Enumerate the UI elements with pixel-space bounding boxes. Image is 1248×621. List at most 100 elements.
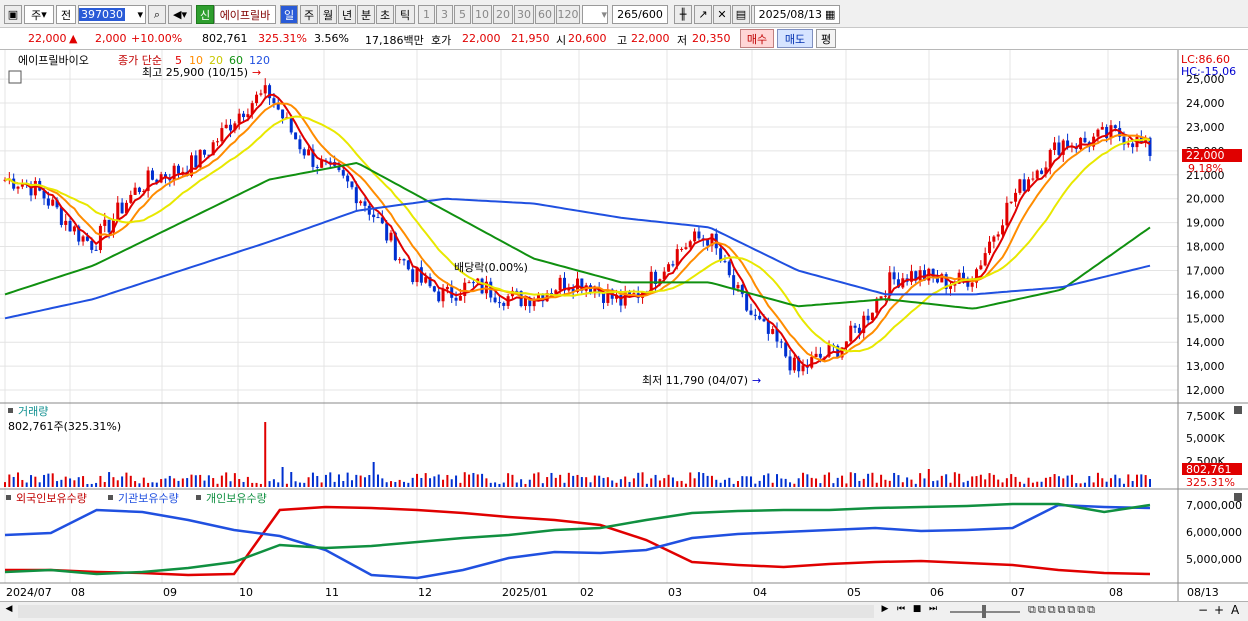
volume-bar (398, 479, 401, 487)
period-tick-tab[interactable]: 틱 (395, 5, 415, 24)
candle-body (1118, 128, 1122, 137)
jeon-select[interactable]: 전 (56, 5, 76, 24)
volume-bar (632, 478, 635, 487)
volume-bar (767, 473, 770, 487)
volume-bar (290, 472, 293, 487)
candle-body (758, 315, 762, 320)
num-30-button[interactable]: 30 (514, 5, 534, 24)
change-pct: +10.00% (131, 32, 183, 45)
zoom-in-button[interactable]: + (1214, 603, 1225, 617)
chevron-down-icon[interactable]: ▾ (137, 8, 143, 21)
candle-body (775, 329, 779, 342)
scroll-right-button[interactable]: ▶ (881, 604, 889, 614)
num-3-button[interactable]: 3 (436, 5, 453, 24)
period-week-tab[interactable]: 주 (300, 5, 318, 24)
font-size-button[interactable]: A (1231, 603, 1240, 617)
volume-bar (511, 474, 514, 487)
stock-name-field[interactable]: 에이프릴바 (214, 5, 276, 24)
candle-body (467, 282, 471, 284)
num-120-button[interactable]: 120 (556, 5, 580, 24)
num-10-button[interactable]: 10 (472, 5, 492, 24)
speaker-icon[interactable]: ◀▾ (168, 5, 192, 24)
window-icon[interactable]: ▣ (4, 5, 22, 24)
candle-body (1027, 179, 1031, 191)
volume-bar (689, 472, 692, 487)
candle-body (172, 165, 176, 181)
volume-bar (710, 475, 713, 487)
candle-body (1066, 140, 1070, 148)
volume-bar (151, 482, 154, 487)
stop-button[interactable]: ■ (912, 604, 922, 614)
zoom-slider-handle[interactable] (982, 605, 986, 618)
candle-type-icon[interactable]: ╫ (674, 5, 692, 24)
period-month-tab[interactable]: 월 (319, 5, 337, 24)
volume-bar (797, 478, 800, 487)
candle-body (289, 117, 293, 133)
chart-area[interactable]: 에이프릴바이오 종가 단순 5 10 20 60 120 최고 25,900 (… (0, 50, 1248, 603)
crosshair-icon[interactable]: ✕ (713, 5, 731, 24)
volume-bar (99, 475, 102, 487)
candle-body (111, 219, 115, 233)
candle-body (268, 85, 272, 99)
date-field[interactable]: 2025/08/13 ▦ (754, 5, 840, 24)
period-day-tab[interactable]: 일 (280, 5, 298, 24)
volume-panel-close-icon[interactable] (1234, 406, 1242, 414)
volume-bar (567, 472, 570, 487)
volume-bar (264, 422, 267, 487)
custom-period-select[interactable]: ▾ (582, 5, 608, 24)
volume-bar (849, 472, 852, 487)
num-20-button[interactable]: 20 (493, 5, 513, 24)
candle-body (189, 155, 193, 176)
candle-body (124, 202, 128, 214)
candle-body (129, 194, 133, 203)
rewind-button[interactable]: ⏮ (896, 604, 906, 614)
candle-body (497, 302, 501, 304)
candle-body (615, 294, 619, 299)
chart-settings-icon[interactable] (8, 70, 22, 84)
candle-body (103, 219, 107, 226)
num-5-button[interactable]: 5 (454, 5, 471, 24)
num-1-button[interactable]: 1 (418, 5, 435, 24)
price-tick-label: 19,000 (1186, 217, 1225, 230)
volume-bar (38, 482, 41, 487)
scroll-left-button[interactable]: ◀ (5, 604, 13, 614)
chart-svg[interactable]: 에이프릴바이오 종가 단순 5 10 20 60 120 최고 25,900 (… (0, 50, 1248, 603)
code-input[interactable]: 397030 ▾ (78, 5, 146, 24)
sell-button[interactable]: 매도 (777, 29, 813, 48)
candle-body (298, 139, 302, 150)
volume-bar (86, 483, 89, 487)
save-icon[interactable]: ▤ (732, 5, 750, 24)
holdings-marker-1 (6, 495, 11, 500)
price-panel[interactable] (3, 78, 1152, 378)
price-tick-label: 18,000 (1186, 241, 1225, 254)
volume-ratio: 325.31% (258, 32, 307, 45)
volume-bar (854, 473, 857, 487)
volume-bar (346, 472, 349, 487)
draw-tool-icon[interactable]: ↗ (694, 5, 712, 24)
search-icon[interactable]: ⌕ (148, 5, 166, 24)
period-second-tab[interactable]: 초 (376, 5, 394, 24)
count-field[interactable]: 265/600 (612, 5, 668, 24)
zoom-out-button[interactable]: − (1198, 603, 1209, 617)
period-year-tab[interactable]: 년 (338, 5, 356, 24)
volume-bar (1044, 477, 1047, 487)
forward-button[interactable]: ⏭ (928, 604, 938, 614)
volume-bar (363, 477, 366, 487)
candle-body (59, 207, 63, 225)
x-tick-label: 10 (239, 586, 253, 599)
market-select[interactable]: 주 ▾ (24, 5, 54, 24)
candle-body (367, 205, 371, 215)
tool-icons[interactable]: ⧉⧉⧉⧉⧉⧉⧉ (1028, 603, 1097, 616)
volume-bar (576, 474, 579, 487)
holdings-panel-close-icon[interactable] (1234, 493, 1242, 501)
volume-bar (121, 476, 124, 487)
scroll-track[interactable] (18, 605, 874, 618)
candle-body (589, 285, 593, 294)
calendar-icon[interactable]: ▦ (825, 8, 836, 21)
eval-button[interactable]: 평 (816, 29, 836, 48)
period-minute-tab[interactable]: 분 (357, 5, 375, 24)
volume-bar (949, 482, 952, 487)
num-60-button[interactable]: 60 (535, 5, 555, 24)
ma-label: 종가 단순 (118, 54, 162, 67)
buy-button[interactable]: 매수 (740, 29, 774, 48)
